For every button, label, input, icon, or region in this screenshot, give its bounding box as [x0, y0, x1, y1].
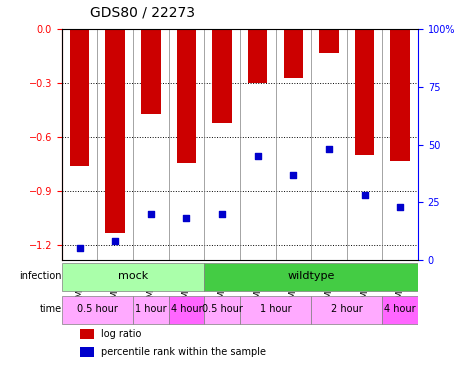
Bar: [355, 29, 374, 156]
Bar: [80, 347, 94, 357]
Point: [361, 193, 369, 198]
Bar: [284, 29, 303, 78]
Text: 0.5 hour: 0.5 hour: [77, 304, 118, 314]
Text: mock: mock: [118, 271, 148, 281]
FancyBboxPatch shape: [240, 296, 311, 324]
Text: 4 hour: 4 hour: [171, 304, 202, 314]
Point: [396, 204, 404, 210]
Bar: [177, 29, 196, 163]
FancyBboxPatch shape: [62, 263, 204, 291]
Text: 1 hour: 1 hour: [260, 304, 291, 314]
Point: [218, 211, 226, 217]
FancyBboxPatch shape: [204, 263, 418, 291]
Text: wildtype: wildtype: [287, 271, 335, 281]
Text: 2 hour: 2 hour: [331, 304, 362, 314]
Point: [182, 216, 190, 221]
Text: infection: infection: [19, 271, 62, 281]
Text: log ratio: log ratio: [101, 329, 142, 339]
FancyBboxPatch shape: [133, 296, 169, 324]
Text: GDS80 / 22273: GDS80 / 22273: [90, 5, 195, 19]
Bar: [248, 29, 267, 83]
Text: 1 hour: 1 hour: [135, 304, 167, 314]
Point: [111, 239, 119, 244]
Bar: [390, 29, 410, 161]
Bar: [141, 29, 161, 114]
Point: [147, 211, 155, 217]
Point: [325, 146, 332, 152]
Bar: [212, 29, 232, 123]
FancyBboxPatch shape: [169, 296, 204, 324]
Bar: [70, 29, 89, 166]
FancyBboxPatch shape: [382, 296, 418, 324]
Point: [76, 245, 84, 251]
FancyBboxPatch shape: [311, 296, 382, 324]
Text: percentile rank within the sample: percentile rank within the sample: [101, 347, 266, 357]
Bar: [319, 29, 339, 53]
Text: 4 hour: 4 hour: [384, 304, 416, 314]
Bar: [80, 329, 94, 339]
FancyBboxPatch shape: [62, 296, 133, 324]
Text: 0.5 hour: 0.5 hour: [201, 304, 243, 314]
Text: time: time: [39, 304, 62, 314]
Point: [254, 153, 261, 159]
Point: [289, 172, 297, 178]
FancyBboxPatch shape: [204, 296, 240, 324]
Bar: [105, 29, 125, 233]
